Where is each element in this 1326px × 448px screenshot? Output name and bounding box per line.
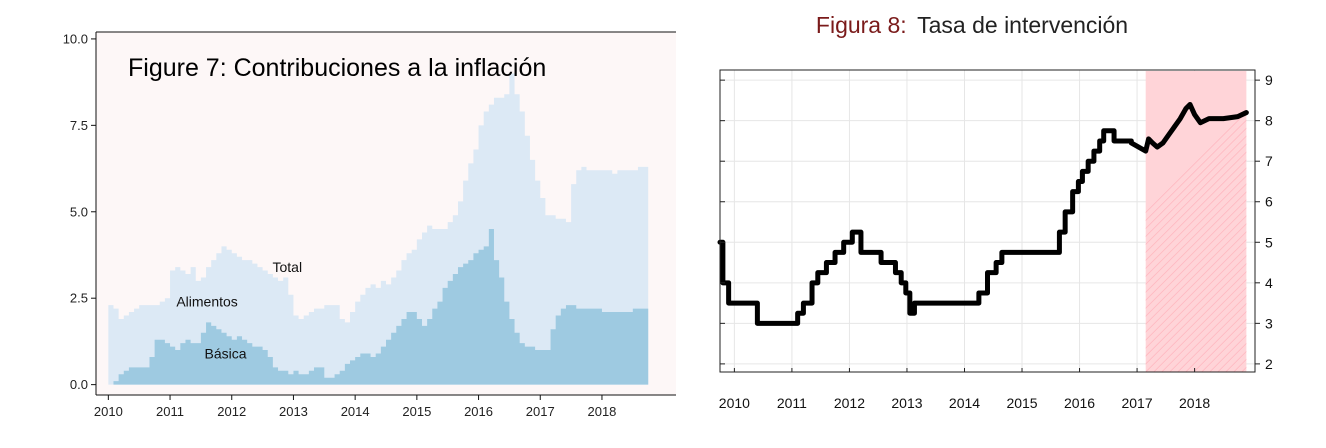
f8-x-tick-label: 2010 (719, 395, 750, 411)
f8-band-hatch (1306, 71, 1326, 372)
f7-areas (108, 73, 649, 385)
f8-y-tick-label: 2 (1265, 356, 1273, 372)
f8-band-hatch (1145, 255, 1247, 357)
f7-x-tick-label: 2015 (402, 404, 431, 419)
f8-band-hatch (1145, 215, 1247, 317)
f7-y-tick-label: 5.0 (70, 204, 88, 219)
f8-x-tick-label: 2014 (949, 395, 980, 411)
f7-title: Figure 7: Contribuciones a la inflación (128, 54, 546, 82)
f7-x-tick-label: 2011 (156, 404, 184, 419)
f8-band-hatch (1145, 127, 1247, 230)
f7-annotations: Total Alimentos Básica (176, 259, 302, 361)
f8-panel-frame (719, 69, 1256, 373)
f8-band-hatch (1145, 223, 1247, 325)
f7-x-tick-label: 2018 (587, 404, 616, 419)
f8-band-hatch (1145, 183, 1247, 285)
f8-band-hatch (1145, 191, 1247, 293)
f8-band-hatch (1145, 135, 1247, 238)
f8-y-tick-label: 8 (1265, 113, 1273, 129)
f8-band-hatch (1145, 159, 1247, 261)
f8-band-hatch (1145, 231, 1247, 333)
f8-band-hatch (1145, 271, 1247, 372)
f8-band-hatch (1274, 71, 1326, 372)
f8-band-hatch (1322, 71, 1326, 372)
figure-7: 0.0 2.5 5.0 7.5 10.0 2010 2011 2012 2013 2014 2015… (63, 31, 676, 419)
f8-band-hatch (1250, 71, 1326, 372)
f7-annotation: Alimentos (176, 294, 237, 310)
f8-axes: 2 3 4 5 6 7 8 9 2010 2011 2012 2013 2014 2015 2016 2017… (719, 72, 1273, 411)
f8-y-tick-label: 4 (1265, 275, 1273, 291)
f8-band-hatch (1282, 71, 1326, 372)
f8-band-hatch (1145, 119, 1247, 222)
f8-band-hatch (1177, 302, 1247, 372)
f7-x-tick-label: 2017 (526, 404, 555, 419)
f8-x-tick-label: 2011 (777, 395, 807, 411)
f7-x-tick-label: 2014 (341, 404, 370, 419)
f8-y-tick-label: 7 (1265, 153, 1273, 169)
f8-x-tick-label: 2013 (891, 395, 922, 411)
f8-band-hatch (1266, 71, 1326, 372)
f8-title-number: Figura 8: (816, 12, 907, 38)
f8-title-rest: Tasa de intervención (917, 12, 1128, 38)
f8-x-tick-label: 2015 (1006, 395, 1037, 411)
f8-x-tick-label: 2017 (1121, 395, 1152, 411)
figure-8: Figura 8: Tasa de intervención 234567892… (717, 12, 1326, 411)
f8-x-tick-label: 2018 (1179, 395, 1210, 411)
f8-y-tick-label: 5 (1265, 234, 1273, 250)
f8-x-tick-label: 2016 (1064, 395, 1095, 411)
f8-band-hatch (1145, 207, 1247, 309)
f8-band-hatch (1298, 71, 1326, 372)
f7-y-tick-label: 7.5 (70, 118, 88, 133)
f7-x-tick-label: 2016 (464, 404, 493, 419)
f8-band-hatch (1290, 71, 1326, 372)
f7-area-basica (108, 229, 649, 385)
f7-y-tick-label: 10.0 (63, 31, 88, 46)
f8-band-hatch (1169, 295, 1247, 372)
f8-band-hatch (1193, 318, 1247, 372)
f8-rate-line (717, 101, 1249, 326)
f8-y-tick-label: 6 (1265, 194, 1273, 210)
f8-band-hatch (1145, 167, 1247, 269)
f8-band-hatch (1161, 287, 1247, 372)
f8-band-hatch (1314, 71, 1326, 372)
f8-band-hatch (1145, 263, 1247, 365)
f8-y-tick-label: 9 (1265, 72, 1273, 88)
f8-band-hatch (1153, 279, 1247, 372)
f8-band-hatch (1185, 310, 1247, 372)
f8-band-hatch (1145, 239, 1247, 341)
f8-band-hatch (1145, 175, 1247, 277)
f7-area-total (108, 73, 649, 385)
f7-x-tick-label: 2012 (217, 404, 246, 419)
f8-band-hatch (1145, 151, 1247, 253)
f8-line-group (717, 101, 1249, 326)
f7-y-tick-label: 2.5 (70, 291, 88, 306)
f7-x-tick-label: 2013 (279, 404, 308, 419)
f8-band-hatch (1145, 111, 1247, 214)
f8-x-tick-label: 2012 (834, 395, 865, 411)
f8-forecast-band-group (1145, 71, 1326, 372)
f7-annotation: Total (272, 259, 302, 275)
f7-axes: 0.0 2.5 5.0 7.5 10.0 2010 2011 2012 2013 2014 2015… (63, 31, 676, 419)
f7-x-tick-label: 2010 (94, 404, 123, 419)
f8-band-hatch (1145, 199, 1247, 301)
f8-band-hatch (1145, 247, 1247, 349)
f8-title: Figura 8: Tasa de intervención (816, 12, 1128, 38)
f7-y-tick-label: 0.0 (70, 377, 88, 392)
f8-y-tick-label: 3 (1265, 315, 1273, 331)
f8-band-hatch (1145, 143, 1247, 245)
f7-annotation: Básica (205, 346, 247, 362)
